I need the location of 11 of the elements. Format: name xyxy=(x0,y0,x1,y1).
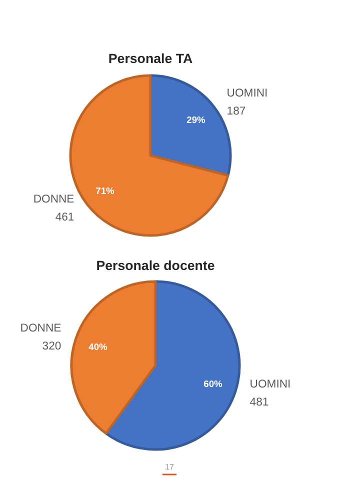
slice-label: DONNE 461 xyxy=(33,193,75,224)
slice-label: UOMINI 187 xyxy=(226,88,268,118)
data-label: 60% xyxy=(204,379,224,390)
slice-label: DONNE 320 xyxy=(20,322,62,352)
data-label: 71% xyxy=(96,186,116,196)
text: 17 xyxy=(165,462,174,472)
chart-title: Personale docente xyxy=(96,258,215,273)
data-label: 29% xyxy=(186,115,206,126)
data-label: 40% xyxy=(88,342,108,352)
slice-label: UOMINI 481 xyxy=(250,378,291,409)
chart-title: Personale TA xyxy=(108,51,193,66)
